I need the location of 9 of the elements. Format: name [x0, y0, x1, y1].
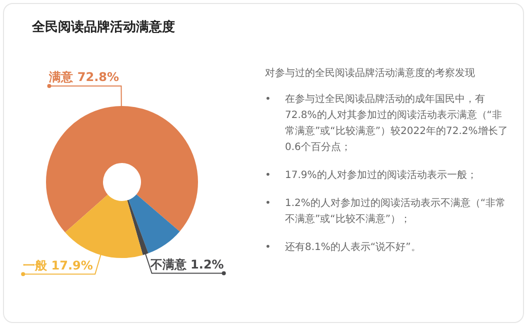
- slice-label: 不满意 1.2%: [149, 257, 224, 272]
- text: • 还有8.1%的人表示“说不好”。: [265, 242, 421, 253]
- chart-title: 全民阅读品牌活动满意度: [32, 18, 175, 36]
- text: 对参与过的全民阅读品牌活动满意度的考察发现: [265, 66, 476, 81]
- text: • 1.2%的人对参加过的阅读活动表示不满意（“非常不满意”或“比较不满意”）；: [265, 198, 506, 225]
- slice-label: 一般 17.9%: [23, 258, 93, 272]
- slice-label: 满意 72.8%: [48, 70, 120, 84]
- text: • 在参与过全民阅读品牌活动的成年国民中，有72.8%的人对其参加过的阅读活动表示满意（“非常满意”或“比较满意”）较2022年的72.2%增长了0.6个百分点；: [265, 94, 508, 153]
- text: • 17.9%的人对参加过的阅读活动表示一般；: [265, 170, 477, 181]
